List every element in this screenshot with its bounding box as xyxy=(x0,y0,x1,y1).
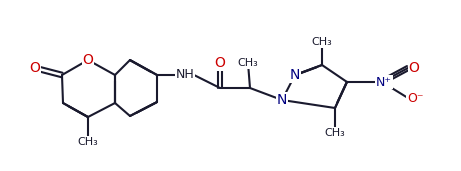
Text: O: O xyxy=(30,61,41,75)
Text: NH: NH xyxy=(176,69,195,82)
Text: CH₃: CH₃ xyxy=(237,58,258,68)
Text: O: O xyxy=(83,53,94,67)
Text: O⁻: O⁻ xyxy=(407,91,423,104)
Text: N⁺: N⁺ xyxy=(376,76,392,89)
Text: O: O xyxy=(408,61,420,75)
Text: CH₃: CH₃ xyxy=(77,137,98,147)
Text: N: N xyxy=(277,93,287,107)
Text: CH₃: CH₃ xyxy=(312,37,332,47)
Text: CH₃: CH₃ xyxy=(325,128,345,138)
Text: O: O xyxy=(214,56,225,70)
Text: N: N xyxy=(290,68,300,82)
